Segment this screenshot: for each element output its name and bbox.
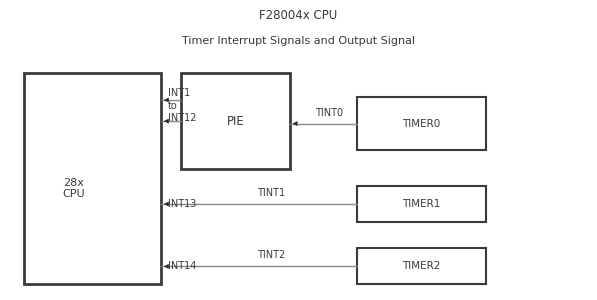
- Text: INT14: INT14: [168, 261, 196, 272]
- Bar: [357, 248, 486, 284]
- Bar: [181, 73, 290, 169]
- Text: TINT2: TINT2: [257, 250, 285, 260]
- Text: TINT0: TINT0: [315, 108, 343, 118]
- Text: F28004x CPU: F28004x CPU: [259, 9, 338, 22]
- Text: PIE: PIE: [227, 115, 245, 128]
- Text: 28x
CPU: 28x CPU: [62, 178, 85, 199]
- Text: TIMER1: TIMER1: [402, 199, 441, 209]
- Bar: [23, 73, 161, 284]
- Text: Timer Interrupt Signals and Output Signal: Timer Interrupt Signals and Output Signa…: [182, 36, 415, 46]
- Bar: [357, 97, 486, 150]
- Text: INT13: INT13: [168, 199, 196, 209]
- Text: INT1
to
INT12: INT1 to INT12: [168, 88, 196, 123]
- Bar: [357, 186, 486, 222]
- Text: TINT1: TINT1: [257, 188, 285, 198]
- Text: TIMER0: TIMER0: [402, 118, 441, 129]
- Text: TIMER2: TIMER2: [402, 261, 441, 272]
